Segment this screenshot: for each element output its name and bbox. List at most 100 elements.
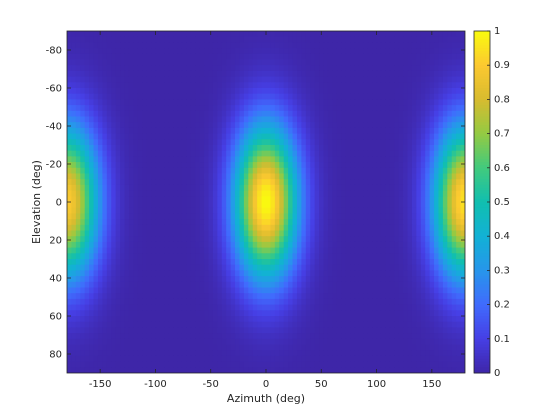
heatmap-cell bbox=[403, 116, 409, 123]
heatmap-cell bbox=[199, 259, 205, 266]
heatmap-cell bbox=[332, 190, 338, 197]
heatmap-cell bbox=[80, 327, 86, 334]
heatmap-cell bbox=[217, 310, 223, 317]
heatmap-cell bbox=[394, 116, 400, 123]
heatmap-cell bbox=[195, 236, 201, 243]
heatmap-cell bbox=[345, 53, 351, 61]
heatmap-cell bbox=[208, 116, 214, 123]
heatmap-cell bbox=[195, 338, 201, 346]
heatmap-cell bbox=[235, 344, 241, 351]
heatmap-cell bbox=[442, 82, 448, 89]
heatmap-cell bbox=[217, 31, 223, 38]
heatmap-cell bbox=[190, 162, 196, 169]
heatmap-cell bbox=[124, 76, 130, 83]
heatmap-cell bbox=[164, 122, 170, 129]
heatmap-cell bbox=[124, 236, 130, 243]
heatmap-cell bbox=[279, 36, 285, 43]
heatmap-cell bbox=[283, 310, 289, 317]
heatmap-cell bbox=[380, 116, 386, 123]
heatmap-cell bbox=[336, 202, 342, 209]
heatmap-cell bbox=[80, 150, 86, 157]
heatmap-cell bbox=[341, 76, 347, 83]
heatmap-cell bbox=[425, 236, 431, 243]
heatmap-cell bbox=[137, 179, 143, 186]
heatmap-cell bbox=[319, 133, 325, 140]
heatmap-cell bbox=[239, 264, 245, 271]
heatmap-cell bbox=[341, 190, 347, 197]
heatmap-cell bbox=[376, 145, 382, 152]
heatmap-cell bbox=[67, 133, 73, 140]
heatmap-cell bbox=[323, 287, 329, 294]
heatmap-cell bbox=[358, 99, 364, 106]
heatmap-cell bbox=[305, 145, 311, 152]
heatmap-cell bbox=[425, 184, 431, 192]
heatmap-cell bbox=[159, 338, 165, 346]
heatmap-cell bbox=[327, 139, 333, 146]
heatmap-cell bbox=[358, 65, 364, 72]
heatmap-cell bbox=[168, 65, 174, 72]
heatmap-cell bbox=[398, 293, 404, 300]
heatmap-cell bbox=[460, 70, 465, 78]
heatmap-cell bbox=[429, 281, 435, 289]
heatmap-cell bbox=[429, 184, 435, 192]
heatmap-cell bbox=[380, 133, 386, 140]
heatmap-cell bbox=[71, 167, 77, 175]
heatmap-cell bbox=[279, 156, 285, 163]
heatmap-cell bbox=[239, 230, 245, 237]
heatmap-cell bbox=[155, 184, 161, 192]
heatmap-cell bbox=[230, 167, 236, 175]
heatmap-cell bbox=[380, 287, 386, 294]
heatmap-cell bbox=[212, 270, 218, 277]
heatmap-cell bbox=[186, 184, 192, 192]
heatmap-cell bbox=[155, 304, 161, 311]
heatmap-cell bbox=[434, 122, 440, 129]
heatmap-cell bbox=[310, 122, 316, 129]
heatmap-cell bbox=[106, 316, 112, 323]
heatmap-cell bbox=[319, 93, 325, 100]
heatmap-cell bbox=[266, 59, 272, 66]
heatmap-cell bbox=[133, 259, 139, 266]
heatmap-cell bbox=[442, 110, 448, 118]
heatmap-cell bbox=[407, 333, 413, 340]
heatmap-cell bbox=[403, 270, 409, 277]
heatmap-cell bbox=[208, 65, 214, 72]
heatmap-cell bbox=[385, 287, 391, 294]
heatmap-cell bbox=[67, 70, 73, 78]
heatmap-cell bbox=[133, 247, 139, 254]
heatmap-cell bbox=[314, 264, 320, 271]
heatmap-cell bbox=[97, 105, 103, 112]
heatmap-cell bbox=[102, 31, 108, 38]
heatmap-cell bbox=[372, 259, 378, 266]
heatmap-cell bbox=[327, 179, 333, 186]
heatmap-cell bbox=[434, 93, 440, 100]
heatmap-cell bbox=[438, 145, 444, 152]
heatmap-cell bbox=[274, 310, 280, 317]
heatmap-cell bbox=[151, 139, 157, 146]
heatmap-cell bbox=[438, 298, 444, 306]
heatmap-cell bbox=[80, 156, 86, 163]
heatmap-cell bbox=[350, 99, 356, 106]
heatmap-cell bbox=[97, 150, 103, 157]
heatmap-cell bbox=[248, 53, 254, 61]
heatmap-cell bbox=[266, 145, 272, 152]
heatmap-cell bbox=[442, 105, 448, 112]
heatmap-cell bbox=[221, 70, 227, 78]
heatmap-cell bbox=[155, 259, 161, 266]
heatmap-cell bbox=[354, 241, 360, 249]
heatmap-cell bbox=[420, 156, 426, 163]
heatmap-cell bbox=[243, 48, 249, 55]
heatmap-cell bbox=[146, 253, 152, 260]
heatmap-cell bbox=[372, 156, 378, 163]
heatmap-cell bbox=[434, 253, 440, 260]
heatmap-cell bbox=[252, 196, 258, 203]
heatmap-cell bbox=[212, 196, 218, 203]
heatmap-cell bbox=[345, 179, 351, 186]
heatmap-cell bbox=[451, 59, 457, 66]
heatmap-cell bbox=[314, 333, 320, 340]
heatmap-cell bbox=[106, 116, 112, 123]
heatmap-cell bbox=[67, 156, 73, 163]
heatmap-cell bbox=[292, 304, 298, 311]
heatmap-cell bbox=[146, 42, 152, 49]
heatmap-cell bbox=[80, 184, 86, 192]
heatmap-cell bbox=[217, 59, 223, 66]
